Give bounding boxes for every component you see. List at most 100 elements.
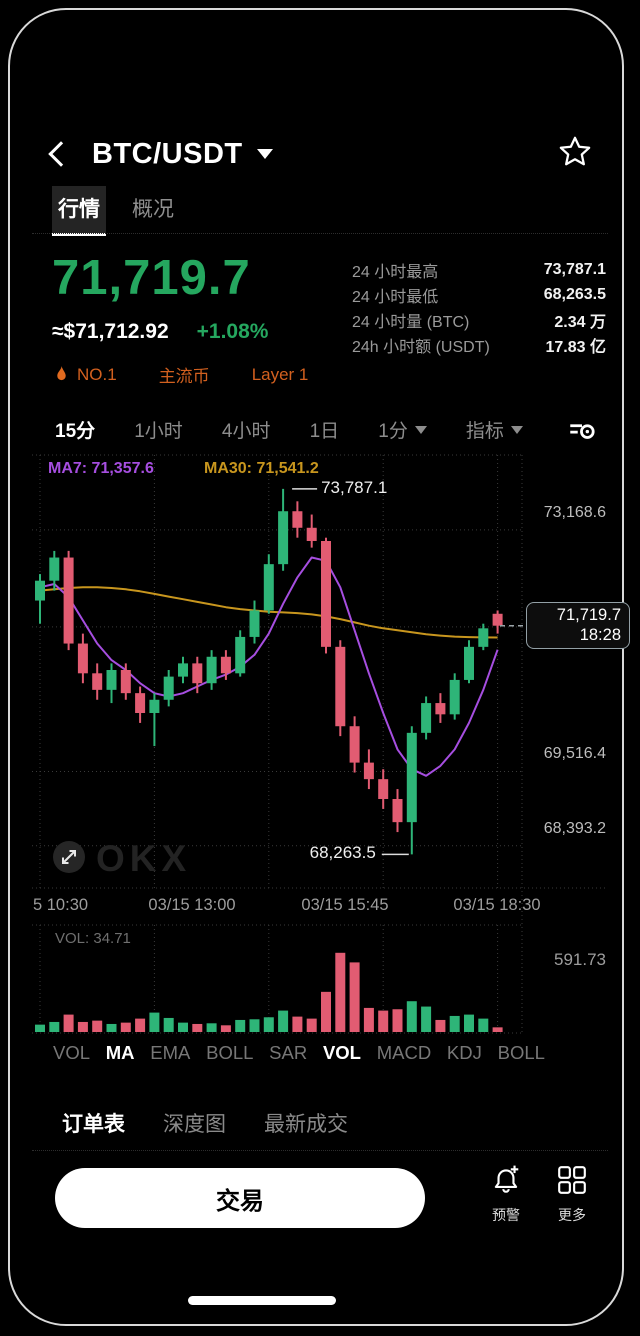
volume-bar bbox=[235, 1019, 246, 1032]
badge-label: Layer 1 bbox=[251, 364, 309, 384]
candle bbox=[378, 779, 389, 799]
candle bbox=[120, 670, 131, 694]
candle bbox=[35, 580, 45, 601]
stat-value: 73,787.1 bbox=[543, 260, 606, 278]
candle bbox=[406, 732, 417, 823]
ind-tab-ema[interactable]: EMA bbox=[150, 1042, 191, 1063]
volume-scale-label: 591.73 bbox=[554, 950, 606, 969]
indicator-dropdown[interactable]: 指标 bbox=[466, 416, 523, 443]
candle bbox=[163, 676, 174, 700]
volume-bar bbox=[249, 1019, 260, 1032]
volume-bar bbox=[363, 1007, 374, 1032]
rank-badge[interactable]: NO.1 bbox=[54, 365, 117, 385]
volume-bar bbox=[106, 1023, 117, 1032]
volume-bar bbox=[120, 1022, 131, 1032]
pair-title[interactable]: BTC/USDT bbox=[92, 137, 243, 170]
candle bbox=[449, 679, 460, 715]
favorite-star-icon[interactable] bbox=[558, 135, 592, 174]
price-subline: ≈$71,712.92 +1.08% bbox=[52, 320, 268, 344]
timeframe-15m[interactable]: 15分 bbox=[55, 421, 96, 442]
volume-bar bbox=[378, 1010, 389, 1032]
timeframe-more-dropdown[interactable]: 1分 bbox=[378, 416, 427, 443]
fullscreen-icon[interactable] bbox=[52, 840, 86, 879]
category-badge[interactable]: 主流币 bbox=[159, 362, 210, 387]
tab-order-book[interactable]: 订单表 bbox=[62, 1113, 125, 1136]
volume-bar bbox=[35, 1024, 45, 1032]
chevron-down-icon bbox=[414, 425, 427, 434]
timeframe-1d[interactable]: 1日 bbox=[309, 421, 340, 442]
last-price-tag[interactable]: 71,719.7 18:28 bbox=[526, 601, 630, 649]
candle bbox=[421, 703, 432, 733]
volume-bar bbox=[435, 1019, 446, 1032]
tab-latest-trades[interactable]: 最新成交 bbox=[264, 1113, 348, 1136]
tab-depth-chart[interactable]: 深度图 bbox=[163, 1113, 226, 1136]
stat-row: 24h 小时额 (USDT) 17.83 亿 bbox=[352, 332, 606, 357]
high-annotation: 73,787.1 bbox=[321, 477, 388, 497]
badge-row: NO.1 主流币 Layer 1 bbox=[54, 362, 350, 387]
volume-bar bbox=[263, 1017, 274, 1032]
price-change: +1.08% bbox=[196, 320, 269, 343]
stat-value: 2.34 万 bbox=[554, 313, 606, 331]
orderbook-tab-bar: 订单表 深度图 最新成交 bbox=[62, 1108, 348, 1138]
candle bbox=[321, 541, 331, 647]
tab-quotes[interactable]: 行情 bbox=[52, 186, 106, 236]
more-label: 更多 bbox=[558, 1207, 586, 1223]
candle bbox=[77, 643, 88, 674]
stat-row: 24 小时最高 73,787.1 bbox=[352, 257, 606, 282]
volume-bar bbox=[464, 1014, 474, 1032]
ind-tab-macd[interactable]: MACD bbox=[376, 1042, 432, 1063]
ind-tab-vol[interactable]: VOL bbox=[53, 1042, 91, 1063]
candle bbox=[63, 557, 74, 644]
chart-settings-icon[interactable] bbox=[566, 414, 598, 451]
ind-tab-kdj[interactable]: KDJ bbox=[446, 1042, 482, 1063]
indicator-tab-bar: VOL MA EMA BOLL SAR VOL MACD KDJ BOLL bbox=[53, 1042, 545, 1064]
ind-tab-boll2[interactable]: BOLL bbox=[497, 1042, 545, 1063]
trade-button[interactable]: 交易 bbox=[55, 1168, 425, 1228]
volume-bar bbox=[335, 952, 346, 1032]
volume-bar bbox=[349, 962, 360, 1032]
volume-bar bbox=[220, 1025, 231, 1032]
stat-label: 24 小时最高 bbox=[352, 263, 439, 281]
bell-plus-icon bbox=[494, 1165, 519, 1193]
ind-tab-vol2[interactable]: VOL bbox=[322, 1042, 361, 1063]
candle bbox=[349, 726, 360, 763]
candle bbox=[292, 511, 303, 528]
x-axis-label: 03/15 18:30 bbox=[453, 896, 541, 914]
timeframe-4h[interactable]: 4小时 bbox=[221, 421, 271, 442]
category-badge[interactable]: Layer 1 bbox=[252, 365, 309, 385]
candle bbox=[106, 670, 117, 690]
stat-label: 24 小时量 (BTC) bbox=[352, 313, 470, 331]
volume-bar bbox=[206, 1023, 217, 1032]
ind-tab-sar[interactable]: SAR bbox=[269, 1042, 308, 1063]
volume-bar bbox=[421, 1006, 432, 1032]
pair-dropdown-icon[interactable] bbox=[256, 149, 273, 159]
stat-label: 24h 小时额 (USDT) bbox=[352, 338, 490, 356]
alert-button[interactable]: 预警 bbox=[476, 1164, 536, 1225]
tab-overview[interactable]: 概况 bbox=[132, 198, 174, 221]
volume-bar bbox=[278, 1010, 289, 1032]
badge-label: NO.1 bbox=[77, 364, 117, 384]
timeframe-1h[interactable]: 1小时 bbox=[134, 421, 183, 442]
volume-bar bbox=[478, 1018, 489, 1032]
volume-bar bbox=[163, 1017, 174, 1032]
candle bbox=[206, 656, 217, 684]
ind-tab-boll[interactable]: BOLL bbox=[206, 1042, 254, 1063]
y-axis-label: 73,168.6 bbox=[543, 503, 606, 521]
volume-bar bbox=[449, 1015, 460, 1032]
more-button[interactable]: 更多 bbox=[542, 1164, 602, 1225]
stat-row: 24 小时最低 68,263.5 bbox=[352, 282, 606, 307]
volume-bar bbox=[77, 1021, 88, 1032]
volume-bar bbox=[49, 1021, 60, 1032]
candle bbox=[278, 511, 289, 565]
ind-tab-ma[interactable]: MA bbox=[105, 1042, 135, 1063]
ma7-legend: MA7: 71,357.6 bbox=[48, 460, 154, 477]
timeframe-bar: 15分 1小时 4小时 1日 1分 指标 bbox=[55, 416, 523, 443]
stat-value: 17.83 亿 bbox=[545, 338, 607, 356]
candle bbox=[49, 557, 60, 581]
back-icon[interactable] bbox=[48, 141, 74, 167]
stat-row: 24 小时量 (BTC) 2.34 万 bbox=[352, 307, 606, 332]
volume-bar bbox=[392, 1009, 403, 1032]
low-annotation: 68,263.5 bbox=[309, 843, 376, 863]
candle bbox=[464, 646, 474, 680]
